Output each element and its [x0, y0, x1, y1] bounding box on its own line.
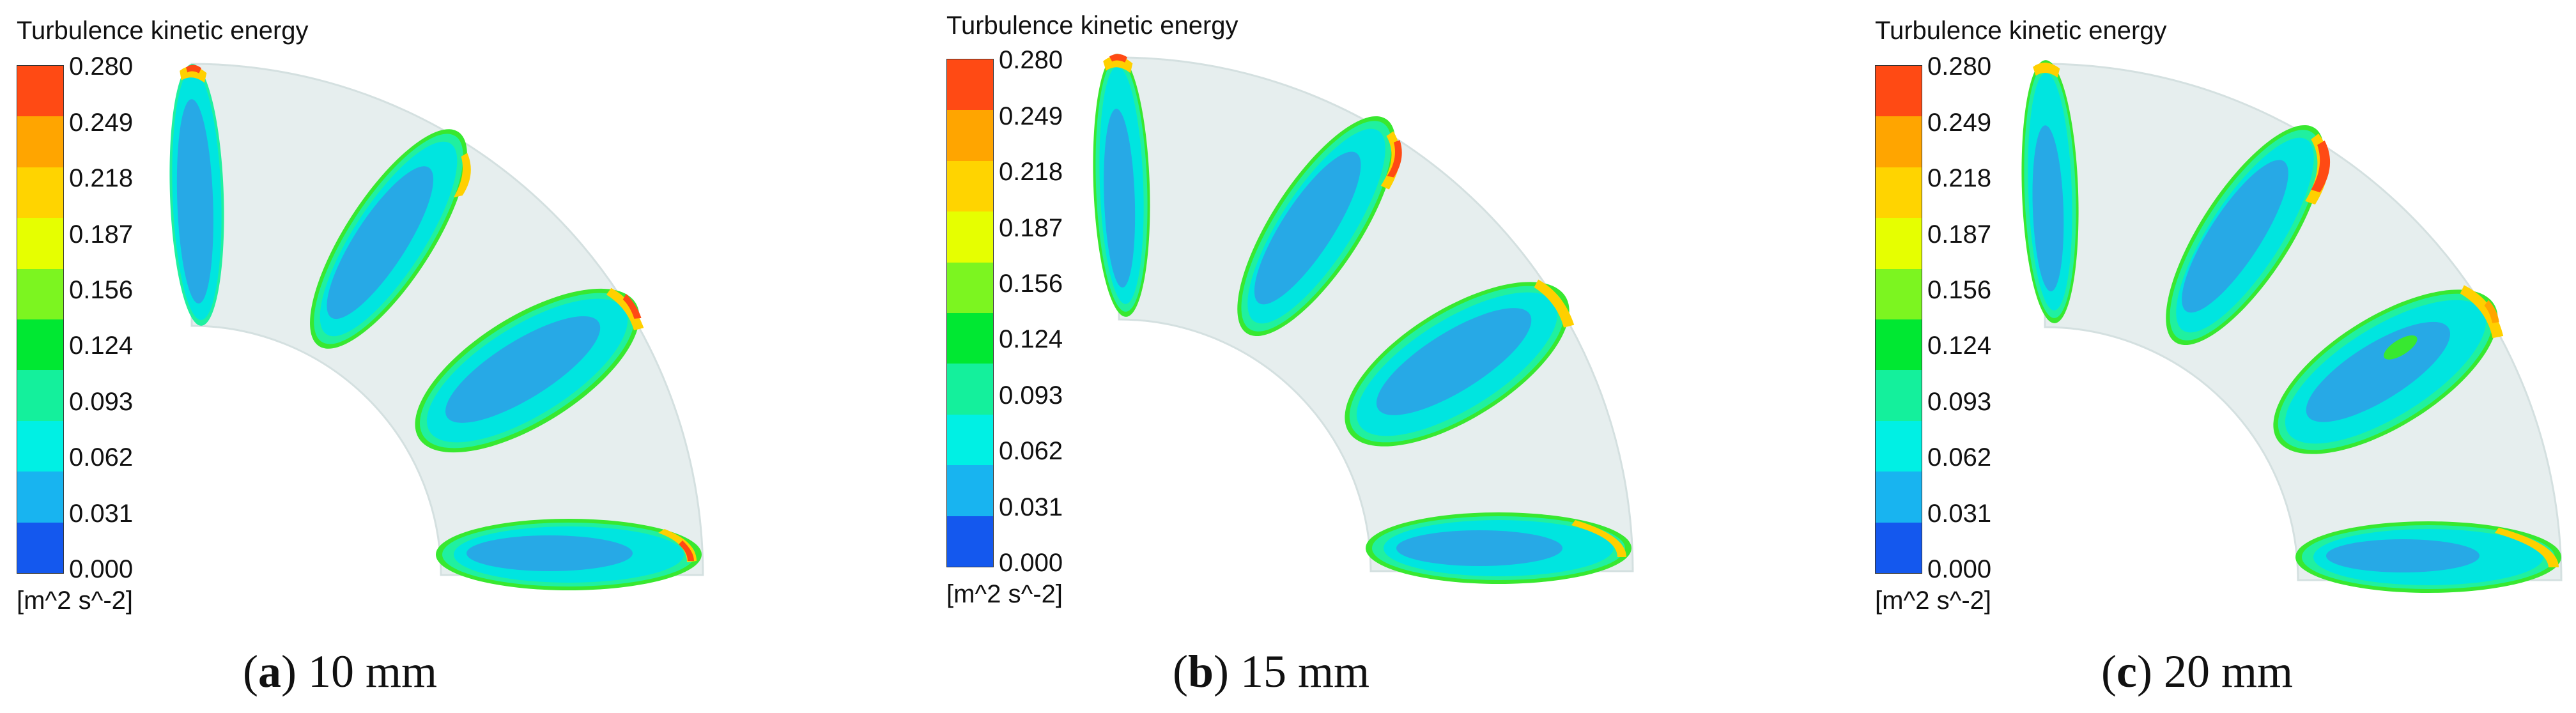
- tick-label: 0.093: [1927, 388, 1992, 416]
- colorbar: [1875, 65, 1922, 574]
- colorbar-band: [1876, 471, 1922, 523]
- tick-label: 0.156: [1927, 276, 1992, 304]
- colorbar-band: [17, 167, 63, 218]
- panel-caption: (b) 15 mm: [1173, 646, 1370, 697]
- legend-unit: [m^2 s^-2]: [1875, 586, 1992, 615]
- tick-label: 0.280: [69, 52, 134, 80]
- colorbar-band: [17, 319, 63, 371]
- colorbar-band: [1876, 370, 1922, 421]
- cross-section-1: [1093, 54, 1150, 317]
- colorbar-band: [17, 370, 63, 421]
- pipe-surface: [190, 63, 704, 576]
- cross-section-4: [436, 519, 702, 590]
- pipe-surface: [1118, 56, 1634, 572]
- colorbar: [17, 65, 64, 574]
- colorbar-band: [17, 420, 63, 472]
- colorbar-band: [17, 116, 63, 167]
- colorbar-band: [947, 313, 993, 364]
- legend-title: Turbulence kinetic energy: [946, 12, 1238, 40]
- cross-section-4: [1366, 512, 1631, 584]
- colorbar-band: [1876, 167, 1922, 218]
- tick-label: 0.124: [999, 325, 1063, 353]
- colorbar-band: [947, 262, 993, 314]
- tick-label: 0.280: [999, 46, 1063, 74]
- colorbar-band: [947, 364, 993, 415]
- tick-label: 0.218: [69, 164, 134, 192]
- tick-label: 0.218: [1927, 164, 1992, 192]
- colorbar-band: [17, 522, 63, 574]
- colorbar-band: [17, 471, 63, 523]
- colorbar-band: [17, 66, 63, 117]
- legend-title: Turbulence kinetic energy: [1875, 17, 2167, 45]
- tick-label: 0.249: [69, 109, 134, 137]
- colorbar-band: [947, 211, 993, 263]
- panel-b: Turbulence kinetic energy 0.280 0.249 0.…: [930, 0, 1789, 713]
- tick-label: 0.093: [69, 388, 134, 416]
- cross-section-3: [1345, 279, 1575, 447]
- tick-label: 0.093: [999, 381, 1063, 410]
- panel-caption: (a) 10 mm: [243, 646, 437, 697]
- tick-label: 0.000: [1927, 555, 1992, 583]
- cross-section-1: [169, 64, 224, 326]
- tick-label: 0.187: [1927, 220, 1992, 249]
- panel-c: Turbulence kinetic energy 0.280 0.249 0.…: [1858, 0, 2576, 713]
- tick-label: 0.062: [69, 443, 134, 471]
- tick-label: 0.218: [999, 158, 1063, 186]
- tick-label: 0.124: [69, 332, 134, 360]
- legend-title: Turbulence kinetic energy: [17, 17, 309, 45]
- tick-label: 0.000: [69, 555, 134, 583]
- panel-a: Turbulence kinetic energy 0.280 0.249 0.…: [0, 0, 859, 713]
- colorbar-band: [947, 414, 993, 466]
- pipe-elbow-contour: [2021, 60, 2563, 593]
- tick-label: 0.187: [999, 214, 1063, 242]
- cross-section-2: [2166, 125, 2331, 346]
- colorbar-band: [947, 59, 993, 111]
- tick-label: 0.031: [69, 500, 134, 528]
- colorbar-band: [1876, 116, 1922, 167]
- pipe-elbow-contour: [1093, 54, 1634, 584]
- cross-section-2: [1237, 116, 1402, 337]
- tick-label: 0.031: [999, 493, 1063, 521]
- tick-label: 0.124: [1927, 332, 1992, 360]
- tick-label: 0.062: [1927, 443, 1992, 471]
- colorbar-band: [1876, 66, 1922, 117]
- colorbar-band: [1876, 268, 1922, 320]
- pipe-surface: [2044, 63, 2563, 581]
- cross-section-1: [2021, 60, 2079, 323]
- legend-unit: [m^2 s^-2]: [946, 580, 1063, 608]
- colorbar-band: [1876, 218, 1922, 269]
- colorbar-band: [1876, 420, 1922, 472]
- tick-label: 0.280: [1927, 52, 1992, 80]
- colorbar-band: [1876, 522, 1922, 574]
- colorbar-band: [947, 110, 993, 161]
- tick-label: 0.249: [1927, 109, 1992, 137]
- colorbar-band: [17, 268, 63, 320]
- pipe-elbow-contour: [169, 63, 704, 590]
- tick-label: 0.156: [999, 270, 1063, 298]
- cross-section-3: [415, 288, 644, 453]
- tick-label: 0.249: [999, 102, 1063, 130]
- legend-unit: [m^2 s^-2]: [17, 586, 134, 615]
- panel-caption: (c) 20 mm: [2101, 646, 2293, 697]
- tick-label: 0.156: [69, 276, 134, 304]
- colorbar-band: [947, 160, 993, 212]
- tick-label: 0.062: [999, 437, 1063, 465]
- colorbar-band: [1876, 319, 1922, 371]
- colorbar-band: [947, 465, 993, 516]
- cross-section-4: [2295, 521, 2561, 593]
- tick-label: 0.000: [999, 549, 1063, 577]
- cross-section-2: [310, 129, 471, 349]
- colorbar-band: [947, 516, 993, 567]
- cross-section-3: [2273, 285, 2504, 454]
- colorbar-band: [17, 218, 63, 269]
- colorbar: [946, 59, 994, 567]
- tick-label: 0.187: [69, 220, 134, 249]
- tick-label: 0.031: [1927, 500, 1992, 528]
